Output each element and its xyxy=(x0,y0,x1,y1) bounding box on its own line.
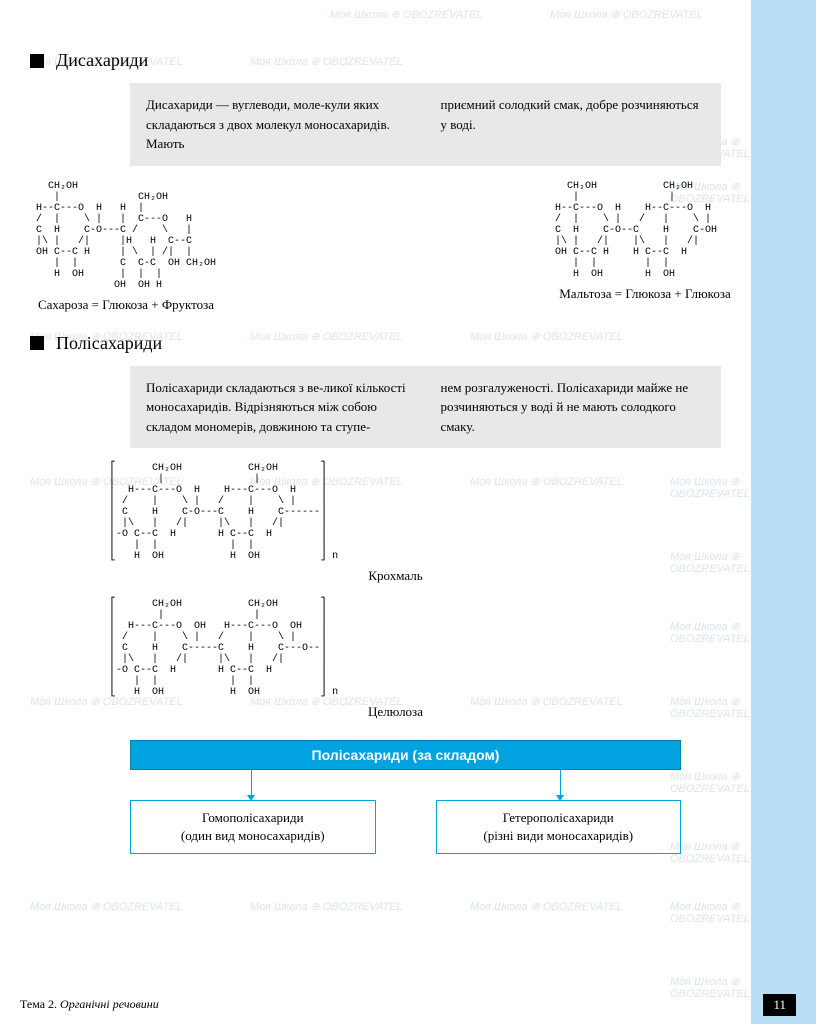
polysaccharides-definition-box: Полісахариди складаються з ве-ликої кіль… xyxy=(130,366,721,449)
homo-box: Гомополісахариди (один вид моносахаридів… xyxy=(130,800,376,854)
definition-left: Полісахариди складаються з ве-ликої кіль… xyxy=(146,378,411,437)
definition-right: нем розгалуженості. Полісахариди майже н… xyxy=(441,378,706,437)
cellulose-block: ⎡ CH₂OH CH₂OH ⎤ ⎢ | | ⎥ ⎢ H---C---O OH H… xyxy=(110,599,741,720)
maltose-caption: Мальтоза = Глюкоза + Глюкоза xyxy=(549,286,741,302)
sucrose-caption: Сахароза = Глюкоза + Фруктоза xyxy=(30,297,222,313)
footer-subject: Органічні речовини xyxy=(60,997,159,1011)
maltose-diagram: CH₂OH CH₂OH | | H--C---O H H--C---O H / … xyxy=(549,181,741,280)
starch-caption: Крохмаль xyxy=(50,568,741,584)
watermark: Моя Школа ⊕ OBOZREVATEL xyxy=(30,900,183,913)
sucrose-diagram: CH₂OH | CH₂OH H--C---O H H | / | \ | | C… xyxy=(30,181,222,291)
arrow-head-icon xyxy=(247,795,255,801)
arrow-down-icon xyxy=(251,770,252,795)
watermark: Моя Школа ⊕ OBOZREVATEL xyxy=(250,900,403,913)
definition-right: приємний солодкий смак, добре розчиняють… xyxy=(441,95,706,154)
main-content: Дисахариди Дисахариди — вуглеводи, моле-… xyxy=(0,0,816,854)
homo-title: Гомополісахариди xyxy=(202,810,304,825)
watermark: Моя Школа ⊕ OBOZREVATEL xyxy=(470,900,623,913)
page-number: 11 xyxy=(763,994,796,1016)
cellulose-caption: Целюлоза xyxy=(50,704,741,720)
square-marker-icon xyxy=(30,336,44,350)
section-disaccharides-header: Дисахариди xyxy=(30,50,741,71)
classification-header: Полісахариди (за складом) xyxy=(130,740,681,770)
section-title: Дисахариди xyxy=(56,50,148,71)
definition-left: Дисахариди — вуглеводи, моле-кули яких с… xyxy=(146,95,411,154)
homo-sub: (один вид моносахаридів) xyxy=(181,828,325,843)
cellulose-diagram: ⎡ CH₂OH CH₂OH ⎤ ⎢ | | ⎥ ⎢ H---C---O OH H… xyxy=(110,599,741,698)
starch-diagram: ⎡ CH₂OH CH₂OH ⎤ ⎢ | | ⎥ ⎢ H---C---O H H-… xyxy=(110,463,741,562)
footer-theme: Тема 2. xyxy=(20,997,57,1011)
sucrose-block: CH₂OH | CH₂OH H--C---O H H | / | \ | | C… xyxy=(30,181,222,313)
hetero-box: Гетерополісахариди (різні види моносахар… xyxy=(436,800,682,854)
hetero-sub: (різні види моносахаридів) xyxy=(483,828,633,843)
disaccharide-structures-row: CH₂OH | CH₂OH H--C---O H H | / | \ | | C… xyxy=(30,181,741,313)
starch-block: ⎡ CH₂OH CH₂OH ⎤ ⎢ | | ⎥ ⎢ H---C---O H H-… xyxy=(110,463,741,584)
arrow-down-icon xyxy=(560,770,561,795)
page-footer: Тема 2. Органічні речовини xyxy=(20,997,159,1012)
section-title: Полісахариди xyxy=(56,333,162,354)
arrow-head-icon xyxy=(556,795,564,801)
classification-boxes: Гомополісахариди (один вид моносахаридів… xyxy=(130,800,681,854)
classification-arrows xyxy=(130,770,681,800)
section-polysaccharides-header: Полісахариди xyxy=(30,333,741,354)
square-marker-icon xyxy=(30,54,44,68)
classification-diagram: Полісахариди (за складом) Гомополісахари… xyxy=(130,740,681,854)
disaccharides-definition-box: Дисахариди — вуглеводи, моле-кули яких с… xyxy=(130,83,721,166)
maltose-block: CH₂OH CH₂OH | | H--C---O H H--C---O H / … xyxy=(549,181,741,313)
hetero-title: Гетерополісахариди xyxy=(503,810,614,825)
